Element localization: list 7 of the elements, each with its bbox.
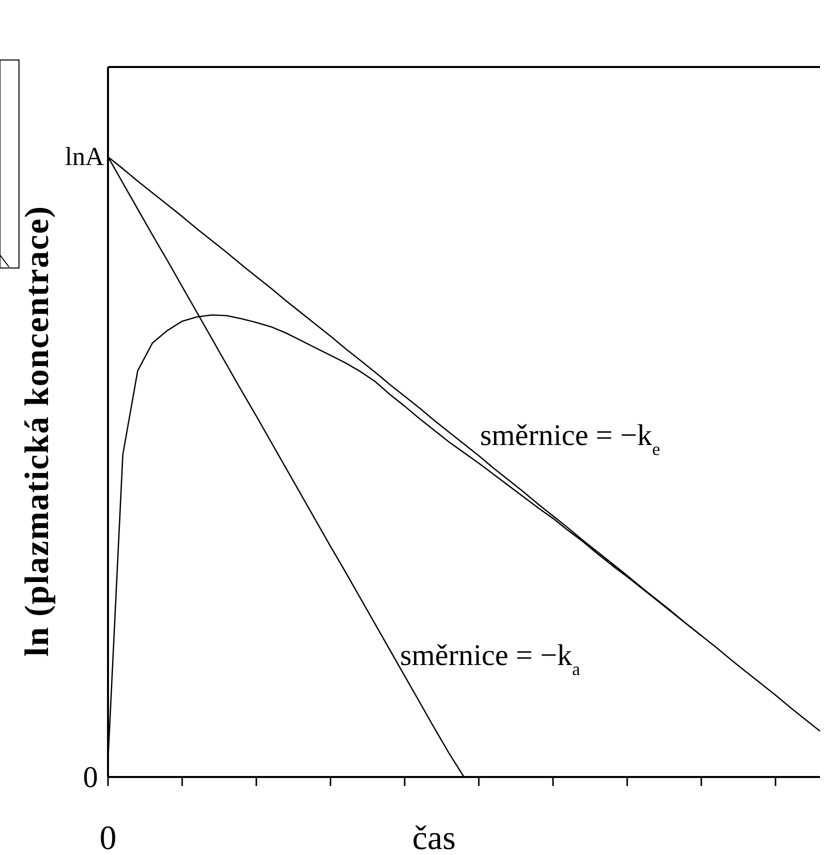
text: lnA bbox=[65, 142, 104, 171]
x-axis-title: čas bbox=[412, 820, 456, 855]
text: 0 bbox=[83, 761, 98, 794]
y-axis-title: ln (plazmatická koncentrace) bbox=[19, 205, 56, 657]
annotation: směrnice = −k$_{e}$ bbox=[480, 419, 660, 459]
text: 0 bbox=[100, 820, 116, 855]
annotation: směrnice = −k$_{a}$ bbox=[400, 639, 580, 679]
